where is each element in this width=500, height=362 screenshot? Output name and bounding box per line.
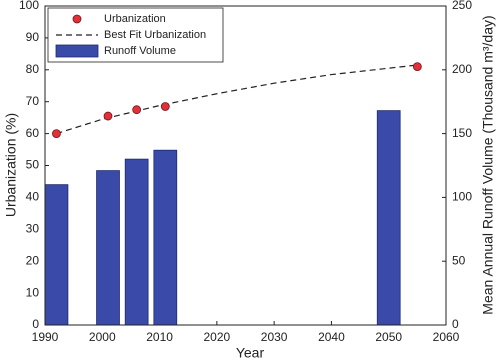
plot-frame: [44, 5, 447, 326]
y2-tick-label: 50: [452, 253, 466, 267]
x-tick-label: 2020: [204, 330, 231, 344]
y2-tick-label: 100: [452, 190, 472, 204]
point: [52, 129, 61, 139]
bar: [124, 158, 149, 326]
bar: [376, 110, 401, 326]
y-tick-label: 80: [26, 62, 40, 76]
point: [103, 111, 113, 121]
point: [132, 105, 142, 115]
y-tick-label: 100: [19, 0, 39, 12]
x-tick-label: 2060: [433, 330, 460, 344]
x-axis-label: Year: [236, 345, 265, 361]
y-tick-label: 0: [32, 317, 39, 331]
y-tick-label: 50: [26, 158, 40, 172]
point: [160, 102, 170, 111]
y-tick-label: 20: [26, 253, 40, 267]
y2-axis-label: Mean Annual Runoff Volume (Thousand m³/d…: [480, 15, 496, 314]
x-tick-label: 2040: [318, 330, 345, 344]
y2-tick-label: 250: [452, 0, 472, 12]
y2-tick-label: 150: [452, 126, 472, 140]
y-tick-label: 40: [26, 190, 40, 204]
fit-line: [56, 64, 418, 135]
y-tick-label: 90: [26, 30, 40, 44]
point: [412, 62, 422, 72]
bar: [153, 149, 178, 326]
x-tick-label: 2030: [261, 330, 288, 344]
y-tick-label: 70: [26, 94, 40, 108]
x-tick-label: 2000: [89, 330, 116, 344]
legend-label: Urbanization: [104, 13, 166, 25]
y-tick-label: 10: [26, 285, 40, 299]
y-tick-label: 60: [26, 126, 40, 140]
legend-label: Runoff Volume: [104, 45, 176, 57]
legend-marker: [72, 14, 82, 24]
y2-tick-label: 200: [452, 62, 472, 76]
y-axis-label: Urbanization (%): [3, 113, 19, 217]
x-tick-label: 1990: [32, 330, 59, 344]
x-tick-label: 2010: [146, 330, 173, 344]
y-tick-label: 30: [26, 221, 40, 235]
x-tick-label: 2050: [375, 330, 402, 344]
y2-tick-label: 0: [452, 317, 459, 331]
legend-marker: [55, 44, 99, 58]
bar: [44, 184, 69, 326]
bar: [96, 170, 120, 326]
legend-label: Best Fit Urbanization: [104, 29, 206, 41]
